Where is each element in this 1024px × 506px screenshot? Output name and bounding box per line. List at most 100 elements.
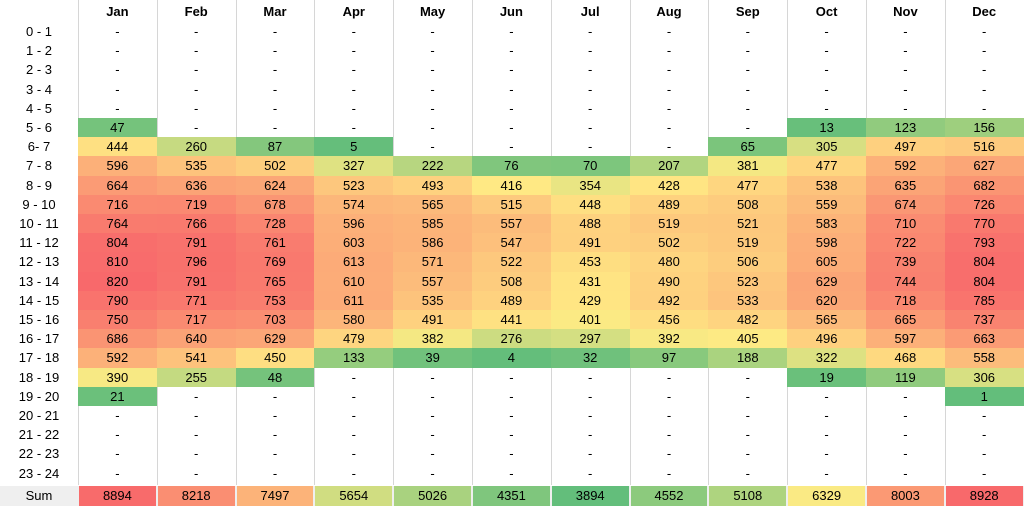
column-header-mar: Mar	[263, 3, 287, 19]
heatmap-cell: 596	[314, 214, 394, 234]
heatmap-cell-empty: -	[588, 24, 593, 40]
heatmap-cell: 428	[629, 175, 709, 195]
heatmap-cell-empty: -	[272, 62, 278, 78]
heatmap-cell-empty: -	[272, 408, 278, 424]
heatmap-cell-empty: -	[509, 465, 514, 481]
row-label: 16 - 17	[18, 331, 60, 347]
heatmap-cell: 719	[156, 194, 236, 214]
row-label: 5 - 6	[25, 120, 52, 136]
heatmap-cell-empty: -	[666, 24, 672, 40]
heatmap-cell: 48	[235, 367, 315, 387]
row-label: 0 - 1	[25, 24, 52, 40]
heatmap-cell: 523	[314, 175, 394, 195]
heatmap-cell-empty: -	[509, 427, 514, 443]
heatmap-cell-empty: -	[824, 446, 829, 462]
heatmap-cell-empty: -	[745, 465, 750, 481]
heatmap-cell: 557	[472, 214, 551, 234]
row-label: 4 - 5	[25, 100, 52, 116]
sum-label: Sum	[25, 488, 53, 504]
heatmap-cell: 119	[866, 367, 945, 387]
heatmap-cell: 441	[472, 310, 551, 330]
heatmap-cell: 722	[866, 233, 945, 253]
heatmap-cell-empty: -	[824, 100, 829, 116]
row-label: 9 - 10	[22, 196, 56, 212]
heatmap-cell: 635	[866, 175, 945, 195]
heatmap-cell-empty: -	[903, 62, 908, 78]
heatmap-cell-empty: -	[351, 24, 356, 40]
heatmap-cell-empty: -	[903, 388, 908, 404]
heatmap-cell: 416	[472, 175, 551, 195]
heatmap-cell: 21	[78, 386, 157, 406]
heatmap-cell-empty: -	[588, 388, 593, 404]
heatmap-cell: 739	[866, 252, 945, 272]
heatmap-cell: 327	[314, 156, 394, 176]
heatmap-cell: 611	[314, 290, 394, 310]
heatmap-cell-empty: -	[115, 465, 120, 481]
heatmap-cell: 585	[393, 214, 472, 234]
heatmap-cell-empty: -	[588, 62, 593, 78]
heatmap-cell: 804	[944, 271, 1024, 291]
heatmap-cell: 791	[156, 271, 236, 291]
heatmap-cell: 87	[235, 137, 315, 157]
heatmap-cell: 305	[787, 137, 866, 157]
heatmap-cell: 580	[314, 310, 394, 330]
row-label: 7 - 8	[25, 158, 52, 174]
heatmap-cell: 629	[235, 329, 315, 349]
heatmap-cell: 665	[866, 310, 945, 330]
heatmap-cell: 636	[156, 175, 236, 195]
heatmap-cell-empty: -	[115, 408, 120, 424]
heatmap-cell: 804	[78, 233, 157, 253]
column-header-sep: Sep	[735, 3, 760, 19]
row-label: 21 - 22	[18, 427, 60, 443]
heatmap-cell: 322	[787, 348, 866, 368]
heatmap-cell: 810	[78, 252, 157, 272]
heatmap-cell: 491	[550, 233, 630, 253]
heatmap-cell: 444	[78, 137, 157, 157]
heatmap-cell-empty: -	[903, 100, 908, 116]
heatmap-cell: 710	[866, 214, 945, 234]
heatmap-cell: 764	[78, 214, 157, 234]
heatmap-cell-empty: -	[824, 388, 829, 404]
heatmap-cell: 456	[629, 310, 709, 330]
heatmap-cell-empty: -	[351, 81, 356, 97]
row-label: 2 - 3	[25, 62, 52, 78]
sum-cell: 8003	[867, 485, 944, 506]
heatmap-cell-empty: -	[430, 369, 435, 385]
heatmap-cell-empty: -	[982, 43, 987, 59]
heatmap-cell: 492	[629, 290, 709, 310]
heatmap-cell-empty: -	[115, 100, 120, 116]
heatmap-cell: 750	[78, 310, 157, 330]
heatmap-cell: 682	[944, 175, 1024, 195]
heatmap-cell: 47	[78, 118, 157, 138]
heatmap-cell-empty: -	[509, 139, 514, 155]
heatmap-cell: 429	[550, 290, 630, 310]
heatmap-cell-empty: -	[666, 120, 672, 136]
row-label: 13 - 14	[18, 273, 60, 289]
heatmap-cell: 664	[78, 175, 157, 195]
heatmap-cell-empty: -	[982, 62, 987, 78]
heatmap-cell-empty: -	[509, 43, 514, 59]
heatmap-cell-empty: -	[666, 100, 672, 116]
heatmap-cell: 133	[314, 348, 394, 368]
heatmap-cell-empty: -	[666, 446, 672, 462]
heatmap-cell-empty: -	[272, 100, 278, 116]
heatmap-cell: 32	[550, 348, 630, 368]
heatmap-cell: 770	[944, 214, 1024, 234]
column-header-nov: Nov	[893, 3, 918, 19]
heatmap-cell: 1	[944, 386, 1024, 406]
sum-cell: 4552	[630, 485, 708, 506]
column-header-jan: Jan	[106, 3, 129, 19]
heatmap-cell-empty: -	[351, 43, 356, 59]
heatmap-cell-empty: -	[194, 465, 199, 481]
heatmap-cell: 627	[944, 156, 1024, 176]
heatmap-cell-empty: -	[430, 120, 435, 136]
heatmap-cell-empty: -	[430, 24, 435, 40]
heatmap-cell: 4	[472, 348, 551, 368]
column-header-aug: Aug	[656, 3, 682, 19]
heatmap-cell: 222	[393, 156, 472, 176]
heatmap-cell-empty: -	[666, 62, 672, 78]
heatmap-cell: 558	[944, 348, 1024, 368]
heatmap-cell: 405	[708, 329, 788, 349]
heatmap-cell-empty: -	[351, 388, 356, 404]
heatmap-cell: 13	[787, 118, 866, 138]
